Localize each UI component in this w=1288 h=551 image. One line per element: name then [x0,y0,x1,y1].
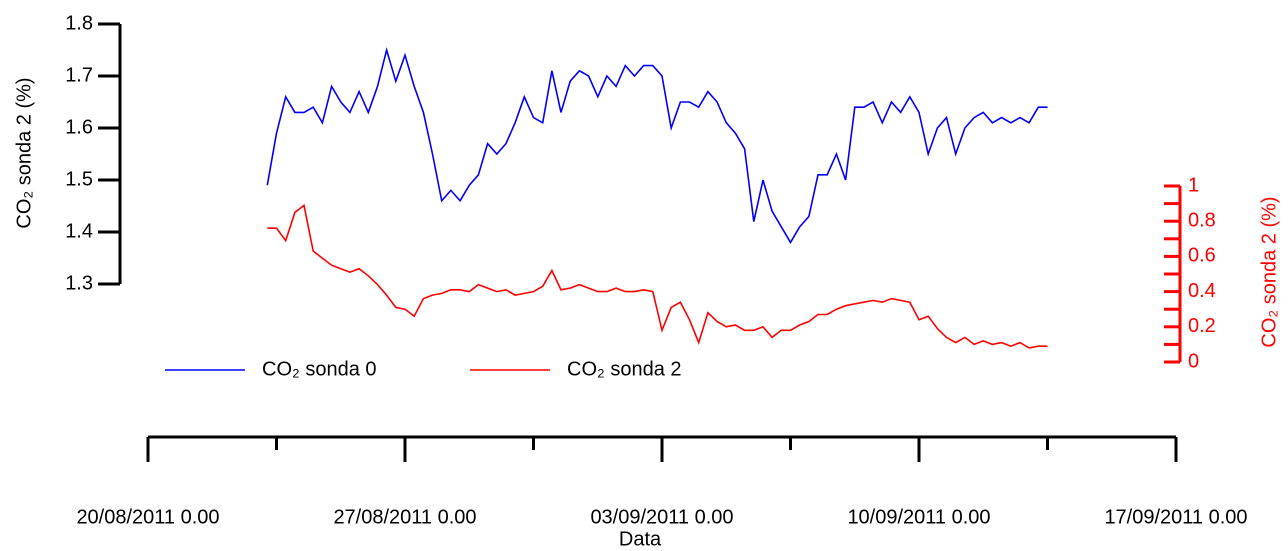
x-tick-label: 17/09/2011 0.00 [1104,506,1247,528]
series-line [266,46,1048,244]
y-tick-label: 1.7 [65,64,93,86]
series-line [267,203,1048,349]
legend-label: CO₂ sonda 0 [262,358,377,380]
y-axis-title: CO₂ sonda 2 (%) [13,77,35,228]
x-tick-label: 27/08/2011 0.00 [333,506,476,528]
y2-tick-label: 0.6 [1188,245,1216,267]
y-tick-label: 1.8 [65,12,93,34]
y-tick-label: 1.3 [65,272,93,294]
y2-tick-label: 0.2 [1188,315,1216,337]
x-tick-label: 03/09/2011 0.00 [590,506,733,528]
legend-label: CO₂ sonda 2 [567,358,682,380]
x-axis-title: Data [619,528,662,550]
y2-axis-title: CO₂ sonda 2 (%) [1258,196,1280,347]
x-tick-label: 10/09/2011 0.00 [847,506,990,528]
y2-tick-label: 0 [1188,350,1199,372]
y2-tick-label: 1 [1188,174,1199,196]
y2-tick-label: 0.4 [1188,280,1216,302]
x-tick-label: 20/08/2011 0.00 [76,506,219,528]
y-tick-label: 1.4 [65,220,93,242]
y-tick-label: 1.5 [65,168,93,190]
y2-tick-label: 0.8 [1188,209,1216,231]
y-tick-label: 1.6 [65,116,93,138]
